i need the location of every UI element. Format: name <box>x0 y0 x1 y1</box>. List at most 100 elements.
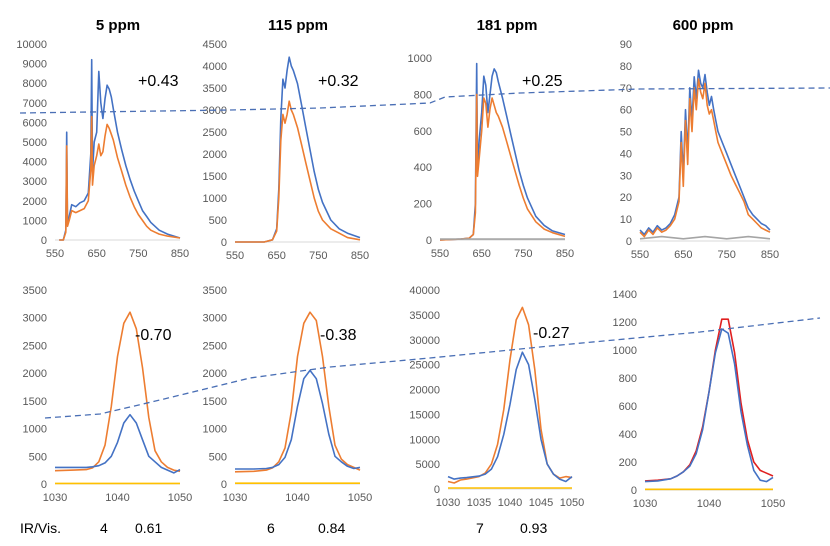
series-line-gray <box>639 235 771 240</box>
y-tick-label: 0 <box>221 479 227 491</box>
x-tick-label: 1050 <box>560 497 584 509</box>
chart-panel-t1: 0 1000 2000 3000 4000 5000 6000 7000 8000 9000 100… <box>16 17 189 260</box>
y-tick-label: 200 <box>414 199 432 211</box>
x-tick-label: 550 <box>226 250 244 262</box>
y-tick-label: 2000 <box>203 149 227 161</box>
ratio-label: IR/Vis. <box>20 520 61 536</box>
series-line-orange <box>235 100 361 243</box>
slope-annotation: +0.25 <box>522 73 563 90</box>
y-tick-label: 5000 <box>416 459 440 471</box>
x-tick-label: 650 <box>267 250 285 262</box>
x-tick-label: 650 <box>472 248 490 260</box>
y-tick-label: 500 <box>209 215 227 227</box>
ratio-value: 0.84 <box>318 520 345 536</box>
y-tick-label: 0 <box>426 235 432 247</box>
y-tick-label: 2500 <box>203 340 227 352</box>
y-tick-label: 60 <box>620 105 632 117</box>
y-tick-label: 200 <box>619 457 637 469</box>
ratio-value: 0.93 <box>520 520 547 536</box>
y-tick-label: 0 <box>221 237 227 249</box>
x-tick-label: 1030 <box>436 497 460 509</box>
y-tick-label: 2500 <box>23 340 47 352</box>
y-tick-label: 1000 <box>23 215 47 227</box>
y-tick-label: 70 <box>620 83 632 95</box>
slope-annotation: +0.32 <box>318 73 359 90</box>
y-tick-label: 400 <box>619 429 637 441</box>
chart-title: 181 ppm <box>477 17 538 34</box>
series-line-red <box>644 318 774 482</box>
y-tick-label: 1000 <box>23 424 47 436</box>
y-tick-label: 1200 <box>613 317 637 329</box>
ratio-value: 7 <box>476 520 484 536</box>
ratio-value: 4 <box>100 520 108 536</box>
y-tick-label: 7000 <box>23 98 47 110</box>
x-tick-label: 1050 <box>168 492 192 504</box>
y-tick-label: 1000 <box>203 193 227 205</box>
y-tick-label: 10000 <box>16 39 47 51</box>
y-tick-label: 3500 <box>23 285 47 297</box>
x-tick-label: 1050 <box>761 498 785 510</box>
y-tick-label: 2000 <box>23 196 47 208</box>
y-tick-label: 2500 <box>203 127 227 139</box>
x-tick-label: 750 <box>309 250 327 262</box>
y-tick-label: 5000 <box>23 137 47 149</box>
slope-annotation: +0.43 <box>138 73 179 90</box>
series-line-orange <box>54 311 181 473</box>
chart-panel-b3: 0 5000 10000 15000 20000 25000 30000 35000 40000… <box>409 285 584 509</box>
y-tick-label: 1000 <box>613 345 637 357</box>
x-tick-label: 750 <box>514 248 532 260</box>
series-line-blue <box>55 413 181 474</box>
chart-panel-b1: 0 500 1000 1500 2000 2500 3000 3500 1030 1040 1050… <box>23 285 193 504</box>
series-line-orange <box>59 115 181 241</box>
x-tick-label: 1040 <box>105 492 129 504</box>
chart-title: 600 ppm <box>673 17 734 34</box>
y-tick-label: 0 <box>41 235 47 247</box>
y-tick-label: 15000 <box>409 409 440 421</box>
x-tick-label: 850 <box>171 248 189 260</box>
slope-annotation: -0.38 <box>320 327 357 344</box>
y-tick-label: 3500 <box>203 83 227 95</box>
series-line-blue <box>639 69 771 236</box>
chart-panel-t3: 0 200 400 600 800 1000 550 650 750 850 181 ppm +0.2… <box>408 17 575 260</box>
y-tick-label: 40000 <box>409 285 440 297</box>
y-tick-label: 3000 <box>23 313 47 325</box>
x-tick-label: 650 <box>674 249 692 261</box>
y-tick-label: 1000 <box>203 424 227 436</box>
y-tick-label: 50 <box>620 127 632 139</box>
y-tick-label: 600 <box>619 401 637 413</box>
slope-annotation: -0.70 <box>135 327 172 344</box>
y-tick-label: 3000 <box>203 105 227 117</box>
chart-panel-b4: 0 200 400 600 800 1000 1200 1400 1030 1040 1050 <box>613 289 786 510</box>
y-tick-label: 1500 <box>203 171 227 183</box>
chart-title: 115 ppm <box>268 17 328 34</box>
x-tick-label: 550 <box>431 248 449 260</box>
x-tick-label: 850 <box>556 248 574 260</box>
chart-title: 5 ppm <box>96 17 140 34</box>
y-tick-label: 4000 <box>23 157 47 169</box>
x-tick-label: 1045 <box>529 497 553 509</box>
y-tick-label: 600 <box>414 126 432 138</box>
y-tick-label: 90 <box>620 39 632 51</box>
x-tick-label: 1040 <box>697 498 721 510</box>
y-tick-label: 1000 <box>408 53 432 65</box>
y-tick-label: 400 <box>414 162 432 174</box>
y-tick-label: 3500 <box>203 285 227 297</box>
lower-trend-dashed-line <box>44 317 821 419</box>
x-tick-label: 750 <box>717 249 735 261</box>
series-line-blue <box>644 328 774 483</box>
series-line-orange <box>639 78 771 238</box>
x-tick-label: 650 <box>87 248 105 260</box>
y-tick-label: 30 <box>620 170 632 182</box>
y-tick-label: 35000 <box>409 310 440 322</box>
y-tick-label: 10000 <box>409 434 440 446</box>
y-tick-label: 500 <box>209 451 227 463</box>
y-tick-label: 30000 <box>409 335 440 347</box>
x-tick-label: 1035 <box>467 497 491 509</box>
y-tick-label: 1500 <box>23 396 47 408</box>
y-tick-label: 25000 <box>409 360 440 372</box>
y-tick-label: 3000 <box>203 313 227 325</box>
y-tick-label: 10 <box>620 214 632 226</box>
y-tick-label: 0 <box>626 236 632 248</box>
x-tick-label: 850 <box>351 250 369 262</box>
x-tick-label: 750 <box>129 248 147 260</box>
